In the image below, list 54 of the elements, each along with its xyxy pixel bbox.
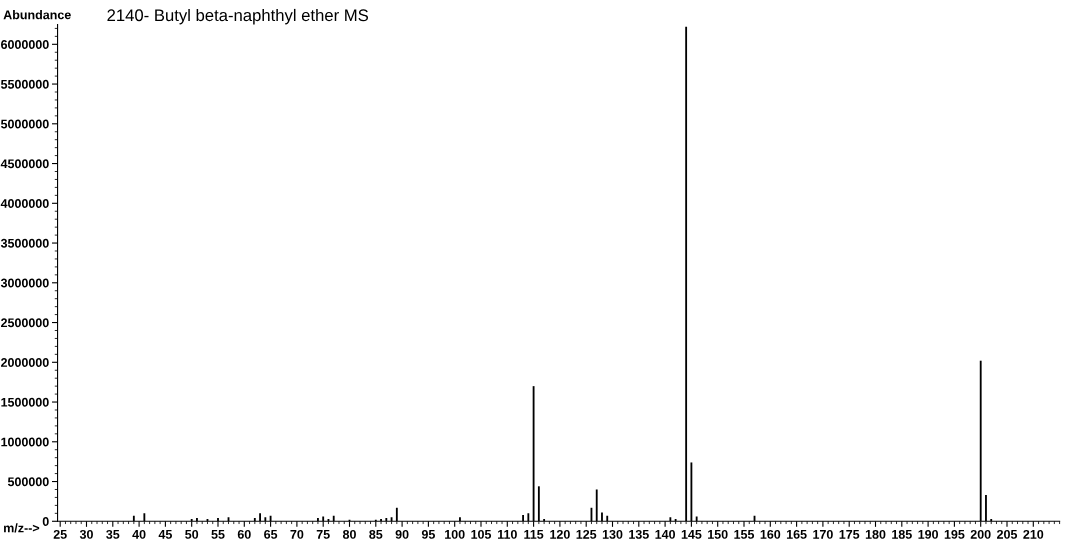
x-tick-label: 195 bbox=[944, 529, 965, 539]
y-tick-label: 4500000 bbox=[0, 159, 49, 169]
x-tick-label: 115 bbox=[524, 530, 544, 539]
x-tick-label: 150 bbox=[708, 529, 728, 539]
x-tick-label: 70 bbox=[290, 529, 304, 539]
y-tick-label: 3000000 bbox=[0, 278, 49, 288]
x-tick-label: 165 bbox=[786, 529, 807, 539]
x-tick-label: 85 bbox=[369, 529, 383, 539]
x-tick-label: 120 bbox=[550, 529, 570, 539]
x-tick-label: 110 bbox=[498, 529, 517, 539]
y-axis-title: Abundance bbox=[3, 10, 71, 20]
x-tick-label: 170 bbox=[813, 529, 833, 539]
y-tick-label: 5000000 bbox=[0, 119, 49, 129]
x-tick-label: 95 bbox=[421, 529, 435, 539]
x-tick-label: 30 bbox=[79, 529, 93, 539]
y-tick-label: 6000000 bbox=[1, 40, 49, 49]
x-tick-label: 190 bbox=[918, 529, 939, 539]
x-tick-label: 205 bbox=[997, 529, 1018, 539]
y-tick-label: 4000000 bbox=[0, 199, 49, 208]
x-tick-label: 80 bbox=[342, 529, 356, 539]
y-tick-label: 3500000 bbox=[0, 238, 49, 248]
x-tick-label: 60 bbox=[237, 529, 251, 539]
x-tick-label: 145 bbox=[681, 530, 702, 539]
x-tick-label: 180 bbox=[865, 529, 886, 539]
x-tick-label: 140 bbox=[655, 529, 676, 539]
y-tick-label: 2500000 bbox=[1, 318, 49, 328]
x-tick-label: 185 bbox=[892, 529, 912, 539]
x-tick-label: 160 bbox=[760, 529, 781, 539]
x-tick-label: 35 bbox=[106, 529, 120, 539]
x-tick-label: 40 bbox=[132, 529, 146, 539]
x-axis-title: m/z--> bbox=[4, 523, 40, 533]
x-tick-label: 55 bbox=[211, 530, 225, 539]
x-tick-label: 155 bbox=[734, 530, 755, 539]
x-tick-label: 200 bbox=[970, 529, 991, 539]
x-tick-label: 175 bbox=[839, 530, 860, 539]
y-tick-label: 5500000 bbox=[0, 79, 49, 89]
y-tick-label: 0 bbox=[42, 517, 49, 526]
x-tick-label: 25 bbox=[53, 529, 67, 539]
x-tick-label: 75 bbox=[316, 530, 330, 539]
x-tick-label: 135 bbox=[629, 529, 649, 539]
x-tick-label: 50 bbox=[185, 529, 199, 539]
x-tick-label: 125 bbox=[576, 529, 597, 539]
x-tick-label: 210 bbox=[1023, 529, 1044, 539]
x-tick-label: 105 bbox=[471, 529, 492, 539]
x-tick-label: 100 bbox=[445, 529, 465, 539]
x-tick-label: 90 bbox=[395, 529, 409, 539]
x-tick-label: 45 bbox=[158, 530, 172, 539]
y-tick-label: 2000000 bbox=[1, 358, 49, 367]
y-tick-label: 1500000 bbox=[1, 397, 49, 407]
x-tick-label: 65 bbox=[264, 529, 278, 539]
y-tick-label: 500000 bbox=[7, 477, 49, 487]
chart-title: 2140- Butyl beta-naphthyl ether MS bbox=[107, 8, 369, 25]
y-tick-label: 1000000 bbox=[1, 437, 49, 447]
x-tick-label: 130 bbox=[602, 529, 623, 539]
